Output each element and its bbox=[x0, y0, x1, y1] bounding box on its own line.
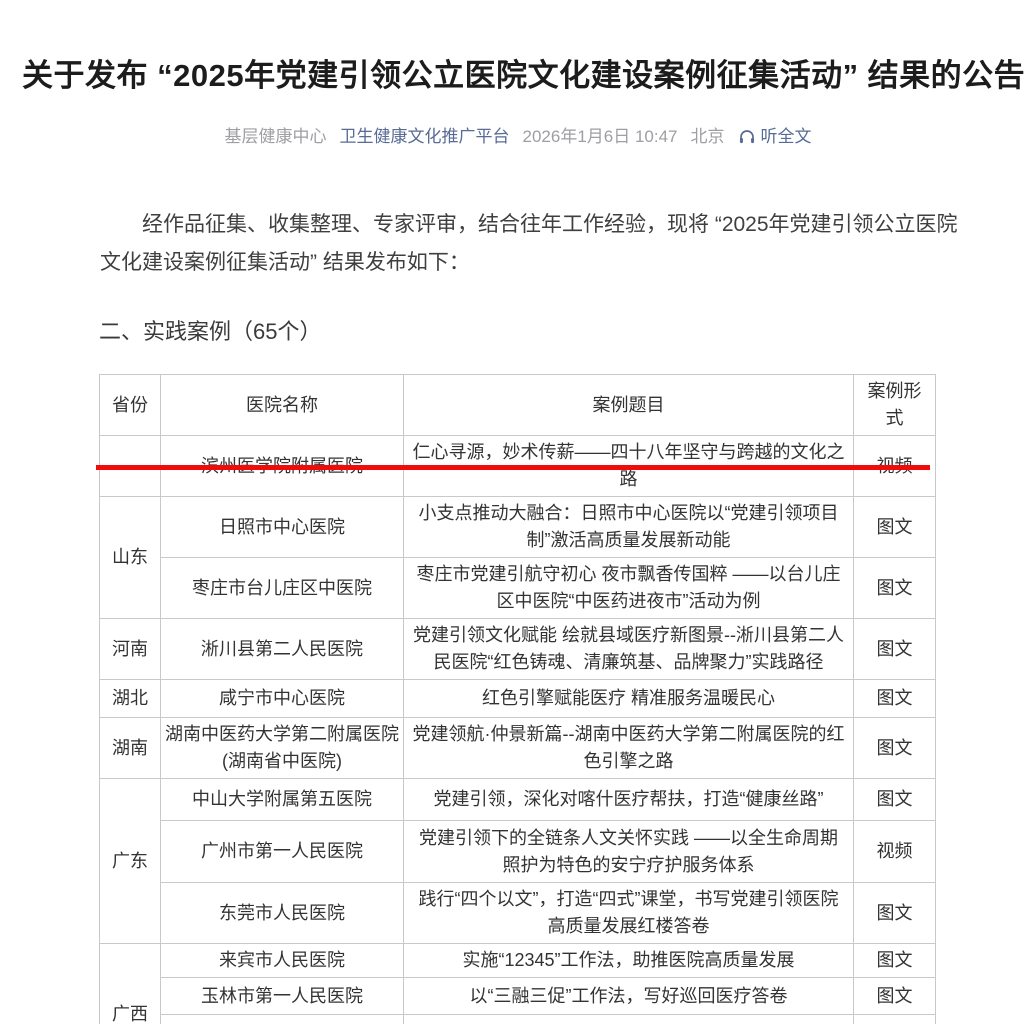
table-row: 广东 中山大学附属第五医院 党建引领，深化对喀什医疗帮扶，打造“健康丝路” 图文 bbox=[99, 778, 936, 944]
header-province: 省份 bbox=[99, 374, 161, 436]
hospital-cell: 广西壮族自治区桂东人民医院 bbox=[160, 1014, 404, 1024]
case-title-cell: 党建引领下的全链条人文关怀实践 ——以全生命周期照护为特色的安宁疗护服务体系 bbox=[403, 820, 854, 883]
header-case-title: 案例题目 bbox=[403, 374, 854, 436]
table-row: 广西壮族自治区桂东人民医院 探索“党建+134”模式 增强“组团式”帮扶“造血”… bbox=[100, 1014, 936, 1024]
hospital-cell: 玉林市第一人民医院 bbox=[160, 977, 404, 1015]
case-title-cell: 探索“党建+134”模式 增强“组团式”帮扶“造血”功能 bbox=[403, 1014, 854, 1024]
account-link[interactable]: 卫生健康文化推广平台 bbox=[339, 127, 510, 146]
hospital-cell: 广州市第一人民医院 bbox=[160, 820, 404, 883]
table-row: 河南 淅川县第二人民医院 党建引领文化赋能 绘就县域医疗新图景--淅川县第二人民… bbox=[99, 618, 936, 680]
table-row: 山东 日照市中心医院 小支点推动大融合：日照市中心医院以“党建引领项目制”激活高… bbox=[99, 496, 936, 619]
section-heading: 二、实践案例（65个） bbox=[99, 319, 322, 344]
province-cell-henan: 河南 bbox=[99, 618, 161, 680]
province-cell-shandong: 山东 bbox=[99, 496, 161, 619]
format-cell: 图文 bbox=[853, 679, 936, 718]
listen-full-text-button[interactable]: 听全文 bbox=[738, 126, 812, 148]
author-name: 基层健康中心 bbox=[224, 127, 327, 146]
case-title-cell: 枣庄市党建引航守初心 夜市飘香传国粹 ——以台儿庄区中医院“中医药进夜市”活动为… bbox=[403, 557, 854, 619]
cases-table: 省份 医院名称 案例题目 案例形式 滨州医学院附属医院 仁心寻源，妙术传薪——四… bbox=[99, 374, 936, 1024]
hospital-cell: 湖南中医药大学第二附属医院 (湖南省中医院) bbox=[160, 717, 404, 779]
table-row: 广西 来宾市人民医院 实施“12345”工作法，助推医院高质量发展 图文 bbox=[99, 943, 936, 1024]
format-cell: 图文 bbox=[853, 618, 936, 680]
case-title-cell: 党建引领，深化对喀什医疗帮扶，打造“健康丝路” bbox=[403, 778, 854, 821]
table-row: 湖南 湖南中医药大学第二附属医院 (湖南省中医院) 党建领航·仲景新篇--湖南中… bbox=[99, 717, 936, 779]
case-title-cell: 实施“12345”工作法，助推医院高质量发展 bbox=[403, 943, 854, 978]
article-page: 关于发布 “2025年党建引领公立医院文化建设案例征集活动” 结果的公告 基层健… bbox=[0, 52, 1036, 1024]
hospital-cell: 中山大学附属第五医院 bbox=[160, 778, 404, 821]
format-cell: 图文 bbox=[853, 943, 936, 978]
format-cell: 图文 bbox=[853, 717, 936, 779]
table-header-row: 省份 医院名称 案例题目 案例形式 bbox=[99, 374, 936, 436]
headphones-icon bbox=[738, 128, 756, 146]
table-row: 玉林市第一人民医院 以“三融三促”工作法，写好巡回医疗答卷 图文 bbox=[100, 977, 936, 1015]
highlight-underline bbox=[96, 465, 930, 470]
province-cell-hubei: 湖北 bbox=[99, 679, 161, 718]
hospital-cell: 东莞市人民医院 bbox=[160, 882, 404, 944]
table-row: 湖北 咸宁市中心医院 红色引擎赋能医疗 精准服务温暖民心 图文 bbox=[99, 679, 936, 718]
hospital-cell: 淅川县第二人民医院 bbox=[160, 618, 404, 680]
province-cell-guangdong: 广东 bbox=[99, 778, 161, 944]
province-cell-guangxi: 广西 bbox=[99, 943, 161, 1024]
format-cell: 图文 bbox=[853, 977, 936, 1015]
publish-datetime: 2026年1月6日 10:47 bbox=[522, 127, 678, 146]
table-row: 广州市第一人民医院 党建引领下的全链条人文关怀实践 ——以全生命周期照护为特色的… bbox=[100, 820, 936, 883]
hospital-cell: 咸宁市中心医院 bbox=[160, 679, 404, 718]
intro-paragraph: 经作品征集、收集整理、专家评审，结合往年工作经验，现将 “2025年党建引领公立… bbox=[100, 213, 958, 274]
case-title-cell: 红色引擎赋能医疗 精准服务温暖民心 bbox=[403, 679, 854, 718]
format-cell: 图文 bbox=[853, 882, 936, 944]
header-case-format: 案例形式 bbox=[853, 374, 936, 436]
publish-location: 北京 bbox=[690, 127, 725, 146]
hospital-cell: 日照市中心医院 bbox=[160, 496, 404, 558]
header-hospital: 医院名称 bbox=[160, 374, 404, 436]
page-title: 关于发布 “2025年党建引领公立医院文化建设案例征集活动” 结果的公告 bbox=[22, 58, 1026, 93]
format-cell: 图文 bbox=[853, 496, 936, 558]
format-cell: 视频 bbox=[853, 820, 936, 883]
hospital-cell: 枣庄市台儿庄区中医院 bbox=[160, 557, 404, 619]
province-cell-hunan: 湖南 bbox=[99, 717, 161, 779]
case-title-cell: 党建领航·仲景新篇--湖南中医药大学第二附属医院的红色引擎之路 bbox=[403, 717, 854, 779]
table-row: 枣庄市台儿庄区中医院 枣庄市党建引航守初心 夜市飘香传国粹 ——以台儿庄区中医院… bbox=[100, 557, 936, 619]
format-cell: 图文 bbox=[853, 557, 936, 619]
format-cell: 图文 bbox=[853, 778, 936, 821]
listen-label: 听全文 bbox=[760, 127, 812, 146]
case-title-cell: 小支点推动大融合：日照市中心医院以“党建引领项目制”激活高质量发展新动能 bbox=[403, 496, 854, 558]
cases-table-wrap: 省份 医院名称 案例题目 案例形式 滨州医学院附属医院 仁心寻源，妙术传薪——四… bbox=[96, 374, 936, 1024]
article-meta: 基层健康中心 卫生健康文化推广平台 2026年1月6日 10:47 北京 听全文 bbox=[0, 126, 1036, 148]
hospital-cell: 来宾市人民医院 bbox=[160, 943, 404, 978]
format-cell: 图文 bbox=[853, 1014, 936, 1024]
case-title-cell: 党建引领文化赋能 绘就县域医疗新图景--淅川县第二人民医院“红色铸魂、清廉筑基、… bbox=[403, 618, 854, 680]
table-row: 东莞市人民医院 践行“四个以文”，打造“四式”课堂，书写党建引领医院高质量发展红… bbox=[100, 882, 936, 944]
case-title-cell: 以“三融三促”工作法，写好巡回医疗答卷 bbox=[403, 977, 854, 1015]
case-title-cell: 践行“四个以文”，打造“四式”课堂，书写党建引领医院高质量发展红楼答卷 bbox=[403, 882, 854, 944]
